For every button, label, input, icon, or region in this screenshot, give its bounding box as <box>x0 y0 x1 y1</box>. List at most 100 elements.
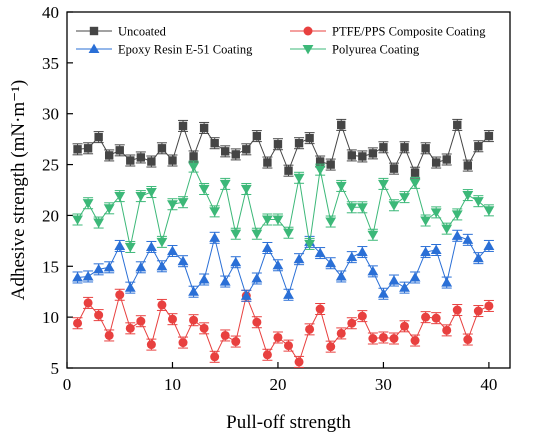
data-point-ptfe-pps-composite-coating <box>73 318 83 328</box>
data-point-polyurea-coating <box>124 242 136 253</box>
data-point-polyurea-coating <box>378 179 389 190</box>
y-tick-label: 5 <box>51 359 60 378</box>
data-point-epoxy-resin-e-51-coating <box>272 259 284 270</box>
data-point-polyurea-coating <box>272 215 284 225</box>
data-point-polyurea-coating <box>430 208 442 218</box>
data-point-uncoated <box>263 158 272 167</box>
data-point-uncoated <box>337 120 346 130</box>
data-point-epoxy-resin-e-51-coating <box>399 282 410 292</box>
data-point-epoxy-resin-e-51-coating <box>72 272 83 282</box>
x-tick-label: 30 <box>375 375 392 394</box>
data-point-ptfe-pps-composite-coating <box>273 332 283 342</box>
data-point-ptfe-pps-composite-coating <box>410 336 420 346</box>
data-point-ptfe-pps-composite-coating <box>199 323 209 333</box>
data-point-ptfe-pps-composite-coating <box>368 334 378 344</box>
data-point-ptfe-pps-composite-coating <box>336 328 346 338</box>
data-point-epoxy-resin-e-51-coating <box>251 273 263 283</box>
y-axis-title: Adhesive strength (mN·m⁻¹) <box>8 80 29 300</box>
data-point-ptfe-pps-composite-coating <box>452 305 462 315</box>
series-line-ptfe-pps-composite-coating <box>77 292 490 364</box>
data-point-epoxy-resin-e-51-coating <box>240 290 252 300</box>
data-point-ptfe-pps-composite-coating <box>220 330 230 340</box>
data-point-ptfe-pps-composite-coating <box>378 332 388 342</box>
data-point-polyurea-coating <box>314 165 326 176</box>
legend-label-epoxy-resin-e-51-coating: Epoxy Resin E-51 Coating <box>118 43 253 57</box>
data-point-ptfe-pps-composite-coating <box>305 324 315 334</box>
data-point-uncoated <box>389 164 399 173</box>
data-point-uncoated <box>136 153 146 162</box>
x-tick-label: 40 <box>480 375 497 394</box>
data-point-epoxy-resin-e-51-coating <box>409 272 421 282</box>
data-point-epoxy-resin-e-51-coating <box>472 252 484 263</box>
data-point-uncoated <box>199 123 209 133</box>
data-point-epoxy-resin-e-51-coating <box>103 261 115 272</box>
data-point-epoxy-resin-e-51-coating <box>230 256 242 267</box>
data-point-polyurea-coating <box>462 191 474 201</box>
data-point-ptfe-pps-composite-coating <box>463 335 473 345</box>
data-point-uncoated <box>294 139 304 148</box>
data-point-ptfe-pps-composite-coating <box>389 334 399 344</box>
data-point-polyurea-coating <box>293 173 305 184</box>
data-point-epoxy-resin-e-51-coating <box>462 234 474 244</box>
y-tick-label: 40 <box>42 3 59 22</box>
data-point-uncoated <box>474 142 483 151</box>
data-point-polyurea-coating <box>103 204 115 214</box>
data-point-epoxy-resin-e-51-coating <box>156 260 168 271</box>
data-point-polyurea-coating <box>483 206 495 216</box>
data-point-ptfe-pps-composite-coating <box>136 316 146 326</box>
data-point-polyurea-coating <box>283 228 294 239</box>
data-point-uncoated <box>347 151 356 160</box>
data-point-polyurea-coating <box>441 224 453 235</box>
data-point-ptfe-pps-composite-coating <box>167 314 177 324</box>
data-point-uncoated <box>242 145 251 154</box>
data-point-uncoated <box>252 131 262 141</box>
data-point-polyurea-coating <box>304 239 315 250</box>
data-point-uncoated <box>83 144 93 153</box>
data-point-epoxy-resin-e-51-coating <box>167 245 178 256</box>
data-point-epoxy-resin-e-51-coating <box>451 230 463 240</box>
data-point-ptfe-pps-composite-coating <box>231 337 241 347</box>
data-point-polyurea-coating <box>145 187 157 198</box>
data-point-polyurea-coating <box>219 179 231 190</box>
data-point-polyurea-coating <box>188 162 199 173</box>
data-point-ptfe-pps-composite-coating <box>315 304 325 314</box>
y-tick-label: 10 <box>42 308 59 327</box>
legend-label-ptfe-pps-composite-coating: PTFE/PPS Composite Coating <box>332 25 486 39</box>
data-point-polyurea-coating <box>167 200 178 210</box>
data-point-uncoated <box>400 143 409 152</box>
data-point-epoxy-resin-e-51-coating <box>441 277 453 287</box>
plot-frame <box>66 11 511 369</box>
data-point-polyurea-coating <box>356 203 368 213</box>
legend-marker-polyurea-coating <box>302 44 314 55</box>
y-tick-label: 25 <box>42 156 59 175</box>
data-point-epoxy-resin-e-51-coating <box>325 257 337 268</box>
data-point-epoxy-resin-e-51-coating <box>314 247 326 258</box>
data-point-ptfe-pps-composite-coating <box>284 341 293 351</box>
data-point-polyurea-coating <box>325 217 337 227</box>
data-point-epoxy-resin-e-51-coating <box>219 276 231 286</box>
data-point-ptfe-pps-composite-coating <box>104 330 114 340</box>
legend-label-uncoated: Uncoated <box>118 25 167 39</box>
data-point-uncoated <box>104 151 114 160</box>
y-tick-label: 30 <box>42 105 59 124</box>
data-point-uncoated <box>273 140 283 149</box>
data-point-polyurea-coating <box>420 216 432 226</box>
data-point-uncoated <box>189 152 198 161</box>
data-point-uncoated <box>157 144 167 153</box>
data-point-ptfe-pps-composite-coating <box>421 312 431 322</box>
data-point-epoxy-resin-e-51-coating <box>430 244 442 255</box>
data-point-uncoated <box>168 156 177 165</box>
data-point-epoxy-resin-e-51-coating <box>356 246 368 257</box>
data-point-uncoated <box>315 157 325 166</box>
data-point-uncoated <box>115 146 124 155</box>
data-point-polyurea-coating <box>409 178 421 189</box>
data-point-uncoated <box>221 147 230 156</box>
data-point-uncoated <box>73 145 82 154</box>
data-point-polyurea-coating <box>198 184 210 195</box>
legend-marker-uncoated <box>89 26 99 36</box>
y-tick-label: 35 <box>42 54 59 73</box>
data-point-uncoated <box>442 155 451 164</box>
data-point-epoxy-resin-e-51-coating <box>145 241 157 252</box>
